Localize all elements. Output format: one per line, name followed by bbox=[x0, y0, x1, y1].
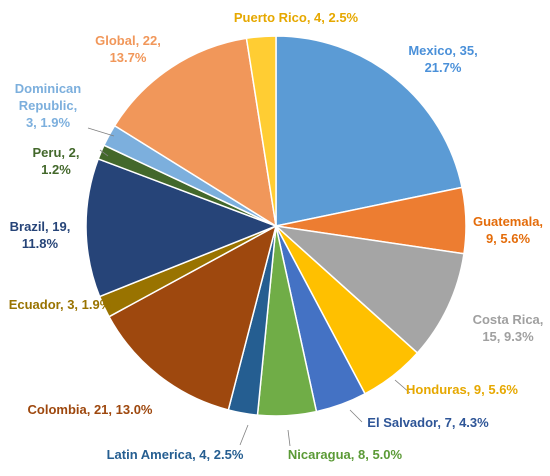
data-label-el-salvador: El Salvador, 7, 4.3% bbox=[367, 415, 489, 430]
data-label-peru: Peru, 2, 1.2% bbox=[33, 145, 80, 177]
leader-lines bbox=[87, 127, 411, 447]
data-label-mexico: Mexico, 35, 21.7% bbox=[408, 43, 477, 75]
leader-line-dominican-republic bbox=[87, 127, 115, 137]
data-label-nicaragua: Nicaragua, 8, 5.0% bbox=[288, 447, 403, 462]
pie-slice-global bbox=[113, 37, 277, 228]
leader-line-latin-america bbox=[239, 424, 249, 446]
data-labels: Mexico, 35, 21.7% Guatemala, 9, 5.6% Costa R… bbox=[9, 10, 544, 462]
data-label-colombia: Colombia, 21, 13.0% bbox=[28, 402, 153, 417]
data-label-brazil: Brazil, 19, 11.8% bbox=[10, 219, 71, 251]
pie-slice-mexico bbox=[275, 35, 463, 227]
data-label-costa-rica: Costa Rica, 15, 9.3% bbox=[473, 312, 544, 344]
pie-slice-colombia bbox=[108, 224, 278, 411]
data-label-dominican-republic: Dominican Republic, 3, 1.9% bbox=[15, 81, 82, 130]
leader-line-el-salvador bbox=[349, 409, 363, 423]
data-label-honduras: Honduras, 9, 5.6% bbox=[406, 382, 518, 397]
leader-line-nicaragua bbox=[287, 429, 291, 447]
data-label-global: Global, 22, 13.7% bbox=[95, 33, 161, 65]
data-label-latin-america: Latin America, 4, 2.5% bbox=[107, 447, 244, 462]
pie-slice-puerto-rico bbox=[245, 35, 277, 227]
leader-line-honduras bbox=[394, 379, 411, 394]
data-label-ecuador: Ecuador, 3, 1.9% bbox=[9, 297, 112, 312]
pie-slices bbox=[85, 35, 467, 417]
data-label-puerto-rico: Puerto Rico, 4, 2.5% bbox=[234, 10, 359, 25]
pie-slice-brazil bbox=[85, 157, 279, 298]
data-label-guatemala: Guatemala, 9, 5.6% bbox=[473, 214, 543, 246]
pie-slice-costa-rica bbox=[273, 224, 465, 355]
leader-line-peru bbox=[99, 149, 109, 157]
